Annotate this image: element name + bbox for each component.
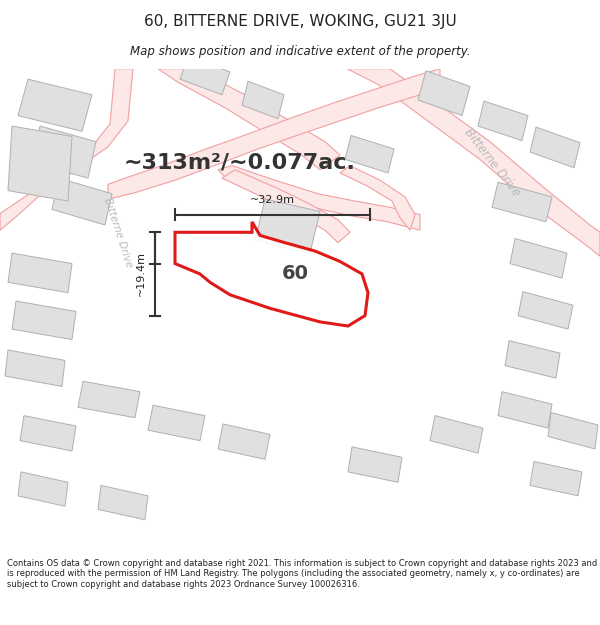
Polygon shape	[98, 486, 148, 520]
Polygon shape	[492, 182, 552, 222]
Polygon shape	[498, 392, 552, 428]
Polygon shape	[530, 127, 580, 168]
Text: Map shows position and indicative extent of the property.: Map shows position and indicative extent…	[130, 45, 470, 58]
Polygon shape	[20, 416, 76, 451]
Polygon shape	[345, 136, 394, 173]
Text: ~313m²/~0.077ac.: ~313m²/~0.077ac.	[124, 152, 356, 173]
Text: ~32.9m: ~32.9m	[250, 195, 295, 205]
Polygon shape	[340, 166, 415, 230]
Text: 60, BITTERNE DRIVE, WOKING, GU21 3JU: 60, BITTERNE DRIVE, WOKING, GU21 3JU	[143, 14, 457, 29]
Polygon shape	[78, 381, 140, 418]
Polygon shape	[530, 461, 582, 496]
Text: ~19.4m: ~19.4m	[136, 251, 146, 296]
Polygon shape	[505, 341, 560, 378]
Polygon shape	[8, 253, 72, 292]
Polygon shape	[0, 69, 133, 230]
Polygon shape	[348, 447, 402, 482]
Polygon shape	[510, 239, 567, 278]
Polygon shape	[180, 56, 230, 95]
Polygon shape	[18, 79, 92, 131]
Polygon shape	[242, 81, 284, 119]
Polygon shape	[52, 178, 112, 225]
Polygon shape	[218, 166, 420, 230]
Polygon shape	[148, 405, 205, 441]
Polygon shape	[32, 126, 96, 178]
Text: Contains OS data © Crown copyright and database right 2021. This information is : Contains OS data © Crown copyright and d…	[7, 559, 598, 589]
Polygon shape	[8, 126, 72, 201]
Polygon shape	[158, 69, 340, 170]
Polygon shape	[222, 170, 350, 242]
Polygon shape	[430, 416, 483, 453]
Polygon shape	[108, 69, 440, 199]
Polygon shape	[18, 472, 68, 506]
Polygon shape	[5, 350, 65, 386]
Polygon shape	[347, 69, 600, 256]
Polygon shape	[478, 101, 528, 141]
Polygon shape	[255, 199, 320, 253]
Polygon shape	[518, 292, 573, 329]
Text: 60: 60	[281, 264, 308, 284]
Polygon shape	[12, 301, 76, 339]
Polygon shape	[218, 424, 270, 459]
Text: Bitterne Drive: Bitterne Drive	[102, 196, 134, 268]
Polygon shape	[418, 71, 470, 116]
Polygon shape	[175, 222, 368, 326]
Text: Bitterne Drive: Bitterne Drive	[461, 126, 523, 199]
Polygon shape	[548, 412, 598, 449]
